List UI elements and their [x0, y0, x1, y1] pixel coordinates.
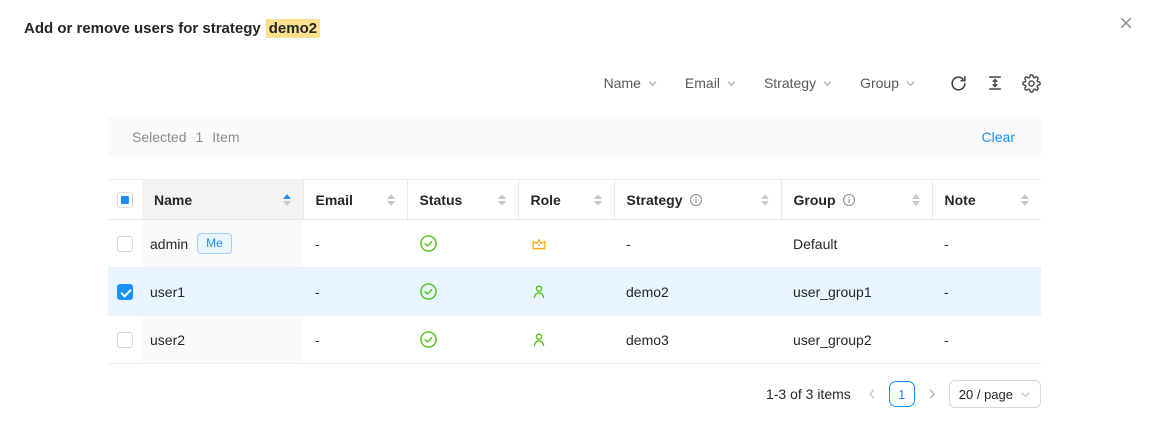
user-role-icon: [530, 331, 614, 349]
clear-selection-button[interactable]: Clear: [981, 129, 1015, 145]
column-header-email[interactable]: Email: [303, 179, 408, 220]
row-checkbox[interactable]: [117, 332, 133, 349]
chevron-right-icon: [926, 388, 938, 400]
user-group: Default: [793, 235, 838, 252]
user-role-icon: [530, 283, 614, 301]
status-active-icon: [419, 282, 518, 301]
filter-strategy[interactable]: Strategy: [764, 75, 833, 91]
column-label: Note: [944, 191, 976, 208]
sort-caret-icon: [497, 193, 506, 206]
gear-icon: [1022, 73, 1041, 93]
sort-caret-icon: [282, 193, 291, 206]
column-label: Strategy: [626, 191, 683, 208]
filter-email[interactable]: Email: [685, 75, 737, 91]
refresh-button[interactable]: [949, 74, 968, 93]
pagination-summary: 1-3 of 3 items: [765, 386, 851, 402]
chevron-down-icon: [905, 78, 916, 89]
row-height-button[interactable]: [986, 74, 1004, 92]
close-icon: ×: [1118, 10, 1133, 37]
user-strategy: -: [626, 235, 631, 252]
pagination: 1-3 of 3 items 1 20 / page: [108, 380, 1041, 408]
selection-suffix: Item: [212, 129, 240, 145]
users-table: Name Email Status: [108, 179, 1041, 364]
sort-caret-icon: [386, 193, 395, 206]
row-height-icon: [986, 74, 1004, 92]
page-size-value: 20 / page: [958, 386, 1013, 402]
filter-email-label: Email: [684, 75, 720, 91]
column-header-group[interactable]: Group: [781, 179, 933, 220]
chevron-down-icon: [647, 78, 658, 89]
user-strategy: demo2: [626, 283, 669, 300]
dialog-title-text: Add or remove users for strategy: [24, 20, 261, 37]
column-header-strategy[interactable]: Strategy: [614, 179, 782, 220]
sort-caret-icon: [911, 193, 920, 206]
filter-strategy-label: Strategy: [763, 75, 817, 91]
column-header-status[interactable]: Status: [407, 179, 519, 220]
filter-group[interactable]: Group: [860, 75, 916, 91]
sort-caret-icon: [593, 193, 602, 206]
filter-name[interactable]: Name: [604, 75, 658, 91]
filter-group-label: Group: [860, 75, 899, 91]
chevron-left-icon: [866, 388, 878, 400]
user-note: -: [944, 283, 949, 300]
settings-button[interactable]: [1022, 73, 1041, 93]
selection-prefix: Selected: [132, 129, 187, 145]
close-button[interactable]: ×: [1119, 12, 1133, 36]
status-active-icon: [419, 234, 518, 253]
user-note: -: [944, 331, 949, 348]
info-icon[interactable]: [689, 193, 703, 207]
page-1-button[interactable]: 1: [888, 381, 915, 407]
strategy-name-highlight: demo2: [265, 19, 321, 38]
column-header-note[interactable]: Note: [932, 179, 1041, 220]
selection-count-text: Selected 1 Item: [132, 129, 240, 145]
column-label: Role: [530, 191, 561, 208]
select-all-checkbox[interactable]: [117, 192, 133, 209]
selection-bar: Selected 1 Item Clear: [108, 117, 1041, 157]
column-header-name[interactable]: Name: [142, 179, 304, 220]
user-name: admin: [150, 235, 189, 252]
user-name: user2: [150, 331, 186, 348]
table-toolbar: Name Email Strategy Group: [108, 0, 1041, 94]
chevron-down-icon: [726, 78, 737, 89]
user-name: user1: [150, 283, 186, 300]
user-strategy: demo3: [626, 331, 669, 348]
crown-icon: [530, 235, 614, 253]
status-active-icon: [419, 330, 518, 349]
table-row[interactable]: user2 - demo3 user_group2 -: [108, 315, 1041, 364]
user-note: -: [944, 235, 949, 252]
column-label: Email: [315, 191, 353, 208]
prev-page-button[interactable]: [866, 388, 878, 400]
user-email: -: [315, 331, 320, 348]
sort-caret-icon: [1021, 193, 1029, 206]
next-page-button[interactable]: [926, 388, 938, 400]
column-label: Status: [419, 191, 463, 208]
dialog-title: Add or remove users for strategy demo2: [24, 19, 321, 38]
user-group: user_group1: [793, 283, 872, 300]
table-row[interactable]: user1 - demo2 user_group1 -: [108, 267, 1041, 316]
table-row[interactable]: admin Me - - Default -: [108, 219, 1041, 268]
user-email: -: [315, 283, 320, 300]
row-checkbox[interactable]: [117, 236, 133, 253]
sort-caret-icon: [760, 193, 769, 206]
column-label: Name: [154, 191, 193, 208]
filter-name-label: Name: [603, 75, 641, 91]
page-size-select[interactable]: 20 / page: [948, 380, 1041, 408]
table-header-row: Name Email Status: [108, 179, 1041, 220]
row-checkbox[interactable]: [117, 284, 133, 301]
refresh-icon: [949, 74, 968, 93]
info-icon[interactable]: [842, 193, 856, 207]
chevron-down-icon: [822, 78, 833, 89]
chevron-down-icon: [1020, 389, 1031, 400]
selection-count: 1: [195, 129, 204, 145]
me-badge: Me: [197, 233, 232, 254]
user-group: user_group2: [793, 331, 872, 348]
column-header-role[interactable]: Role: [518, 179, 615, 220]
user-email: -: [315, 235, 320, 252]
column-label: Group: [793, 191, 836, 208]
